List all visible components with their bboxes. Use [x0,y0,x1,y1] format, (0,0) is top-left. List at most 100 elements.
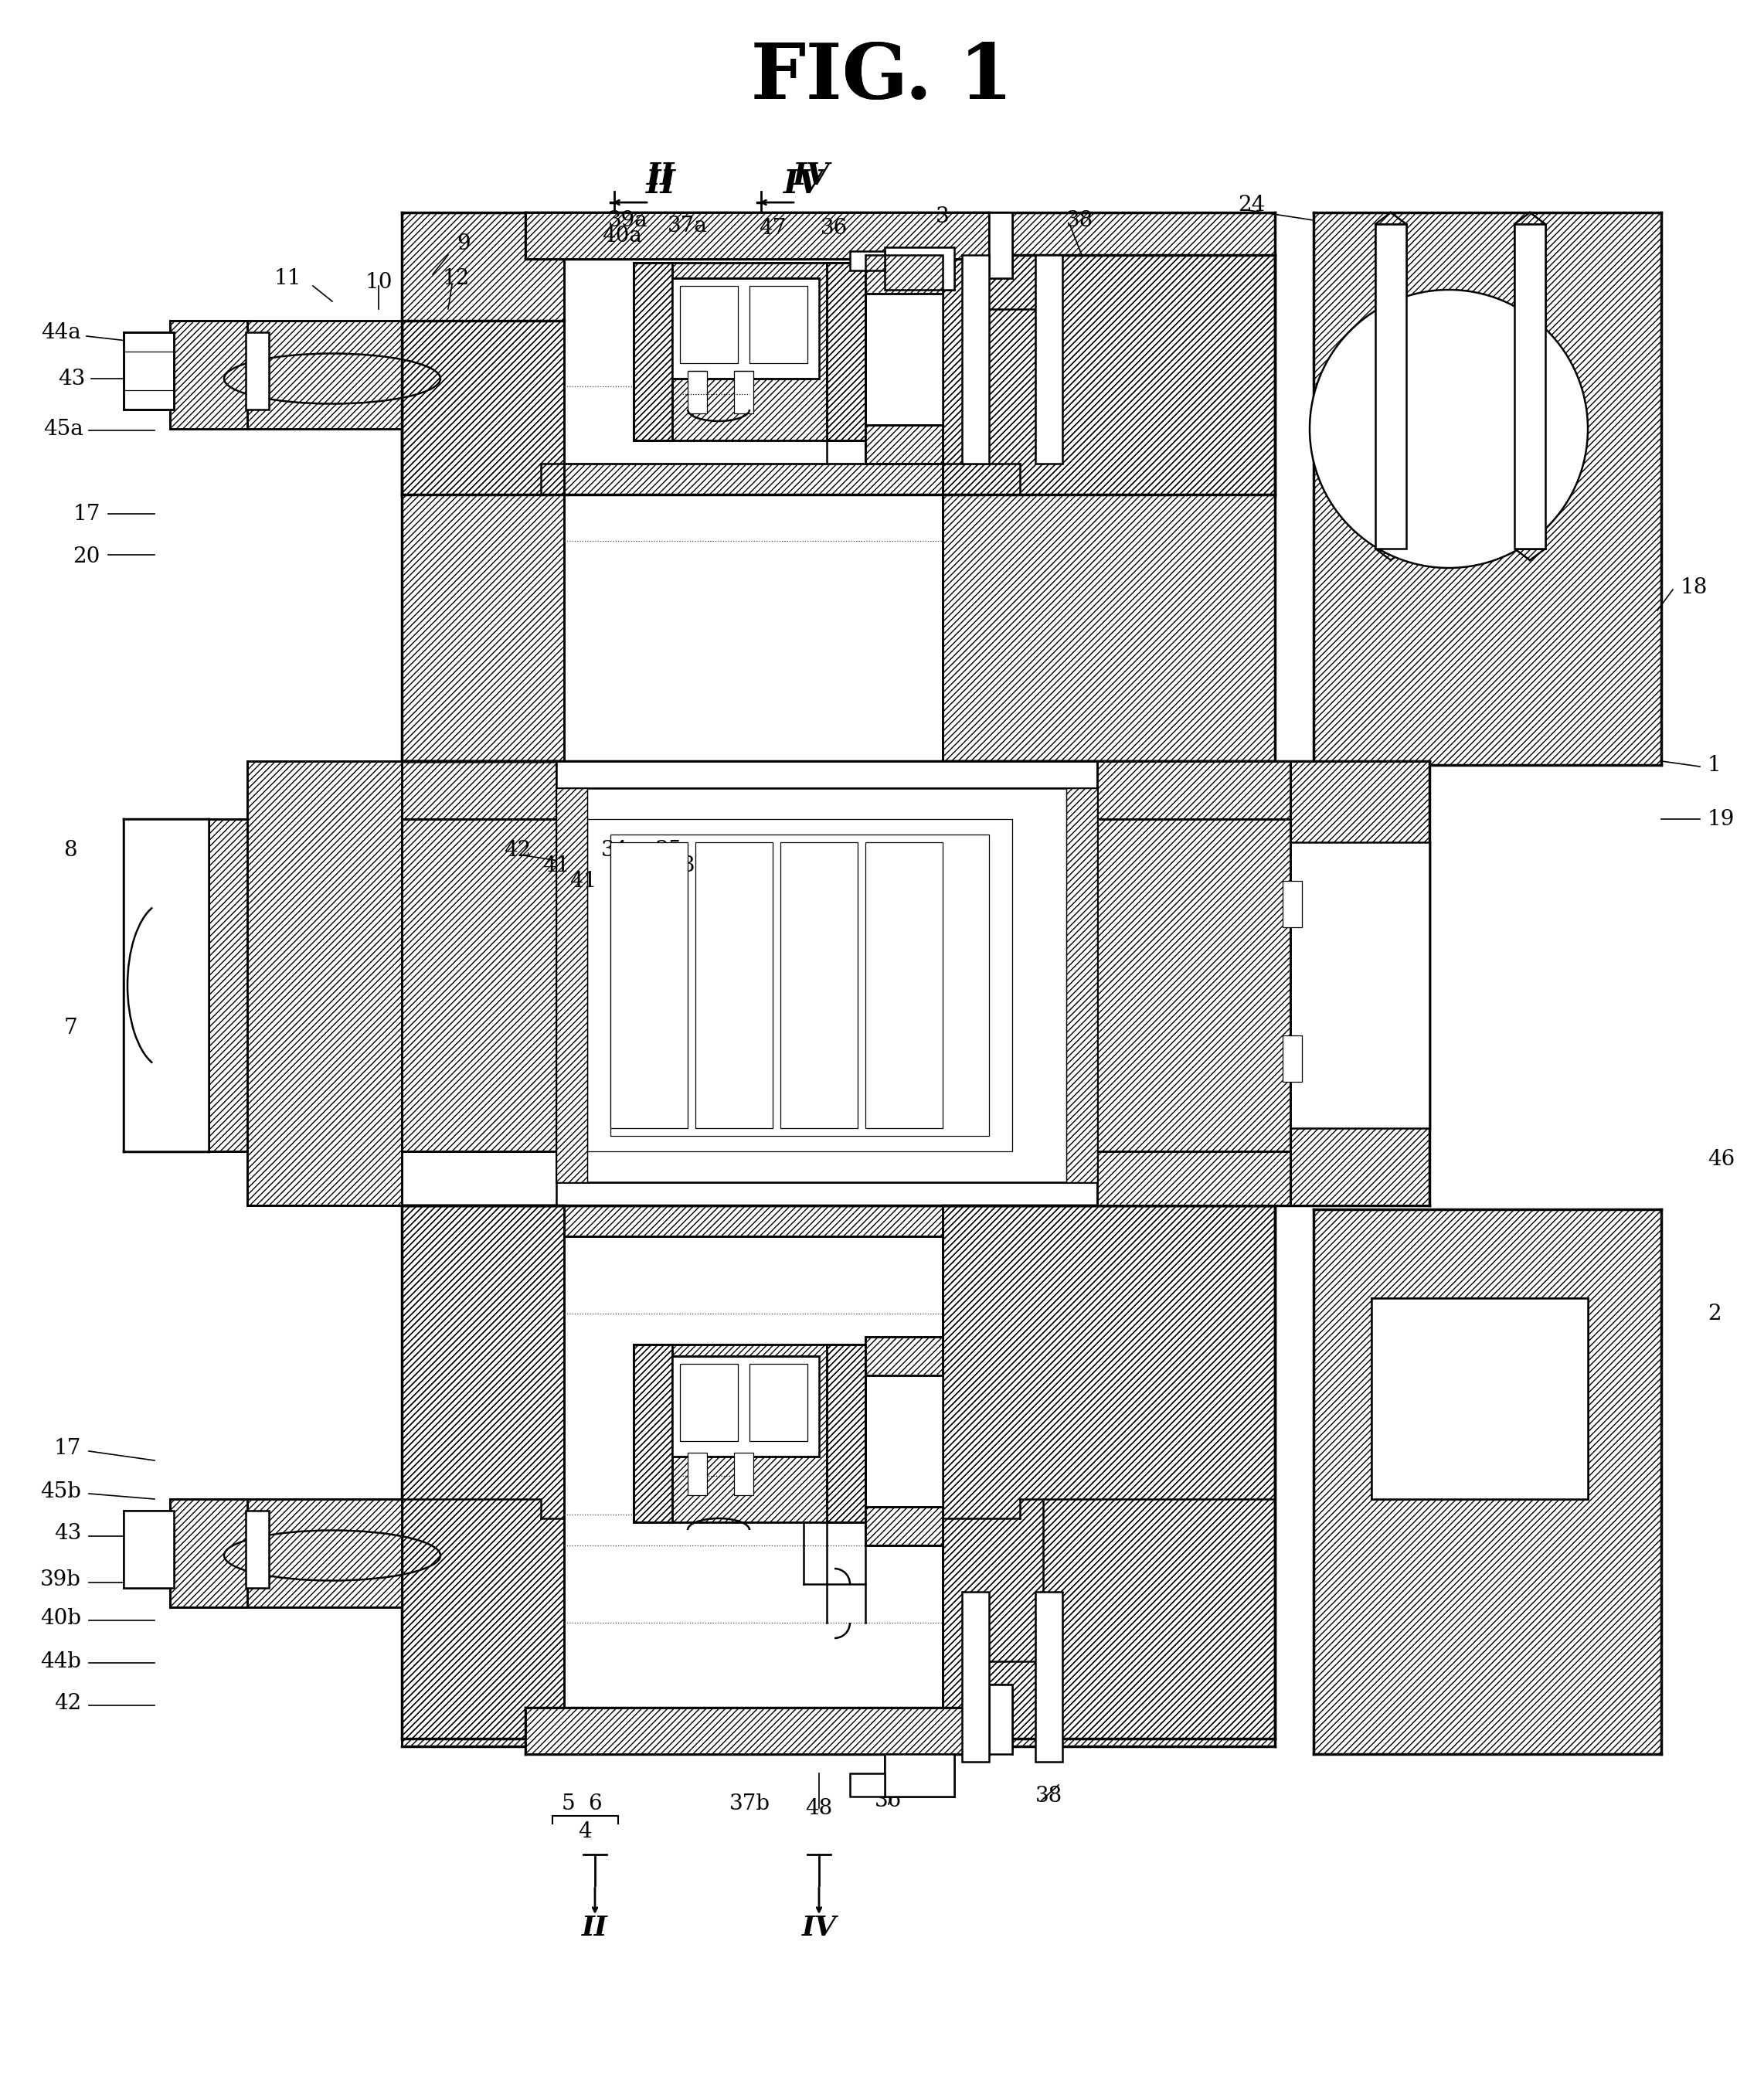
Bar [990,213,1013,277]
Bar [247,321,402,429]
Bar [688,371,707,413]
Bar [1515,225,1545,548]
Bar [169,321,247,429]
Bar [143,1525,175,1580]
Bar [143,348,175,402]
Text: 45a: 45a [44,419,83,440]
Bar [942,254,1275,761]
Bar [1035,254,1062,463]
Bar [672,277,818,379]
Bar [633,1344,672,1521]
Text: FIG. 1: FIG. 1 [751,40,1013,115]
Bar [208,819,247,1150]
Bar [1097,819,1289,1150]
Bar [866,425,942,463]
Bar [245,331,268,411]
Bar [208,819,247,1150]
Text: 10: 10 [365,271,392,292]
Text: 34: 34 [602,840,628,861]
Text: 17: 17 [72,504,101,525]
Bar [827,263,866,440]
Bar [750,1363,808,1442]
Bar [1035,1592,1062,1761]
Bar [886,248,954,290]
Bar [1289,761,1429,1205]
Text: 40a: 40a [602,225,642,246]
Text: 17: 17 [53,1438,81,1459]
Text: 45b: 45b [41,1482,81,1503]
Bar [143,348,175,402]
Bar [633,1344,866,1521]
Bar [827,1344,866,1521]
Text: 38: 38 [1035,1786,1062,1807]
Text: 9: 9 [457,233,471,254]
Bar [247,1498,402,1607]
Bar [402,1205,564,1746]
Text: 37b: 37b [729,1794,769,1815]
Text: 47: 47 [759,217,787,238]
Bar [866,1507,942,1546]
Bar [942,254,1275,761]
Text: 3: 3 [937,206,949,227]
Bar [402,213,1275,494]
Bar [633,1344,866,1521]
Bar [402,819,556,1150]
Bar [556,761,1406,1205]
Bar [866,1336,942,1375]
Bar [850,1773,886,1796]
Bar [827,1344,866,1521]
Bar [402,321,564,761]
Text: 48: 48 [806,1798,833,1819]
Text: 6: 6 [587,1794,602,1815]
Bar [526,213,990,258]
Bar [750,286,808,363]
Bar [1097,1123,1289,1205]
Bar [123,331,175,411]
Bar [1097,761,1289,842]
Text: 5: 5 [561,1794,575,1815]
Text: 36: 36 [875,1790,901,1811]
Bar [564,254,942,463]
Text: 36: 36 [820,217,848,238]
Bar [886,1755,954,1796]
Bar [610,834,990,1136]
Bar [123,1511,175,1588]
Text: 19: 19 [1708,809,1736,829]
Bar [942,1205,1275,1746]
Bar [866,254,942,294]
Bar [1314,1209,1662,1755]
Circle shape [1309,290,1588,569]
Bar [827,263,866,440]
Bar [402,1205,564,1746]
Bar [247,761,402,1205]
Bar [990,1684,1013,1755]
Bar [695,842,773,1127]
Bar [866,842,942,1127]
Bar [526,1707,990,1755]
Bar [1282,1036,1302,1082]
Bar [169,1498,247,1607]
Text: 41: 41 [543,854,570,875]
Bar [1376,225,1406,548]
Text: 41: 41 [570,871,596,892]
Bar [734,371,753,413]
Bar [169,1498,247,1607]
Bar [143,1525,175,1580]
Text: 2: 2 [1708,1302,1722,1323]
Text: 24: 24 [1238,194,1265,215]
Bar [1289,842,1429,1127]
Bar [247,761,402,1205]
Text: 43: 43 [55,1523,81,1544]
Text: II: II [647,160,674,192]
Text: 35: 35 [681,854,709,875]
Bar [123,819,208,1150]
Bar [526,1707,990,1755]
Text: 18: 18 [1681,577,1708,598]
Bar [688,1453,707,1494]
Bar [402,213,1275,494]
Bar [247,321,402,429]
Bar [1314,213,1662,765]
Text: 35: 35 [654,840,683,861]
Bar [587,819,1013,1150]
Bar [942,1205,1275,1746]
